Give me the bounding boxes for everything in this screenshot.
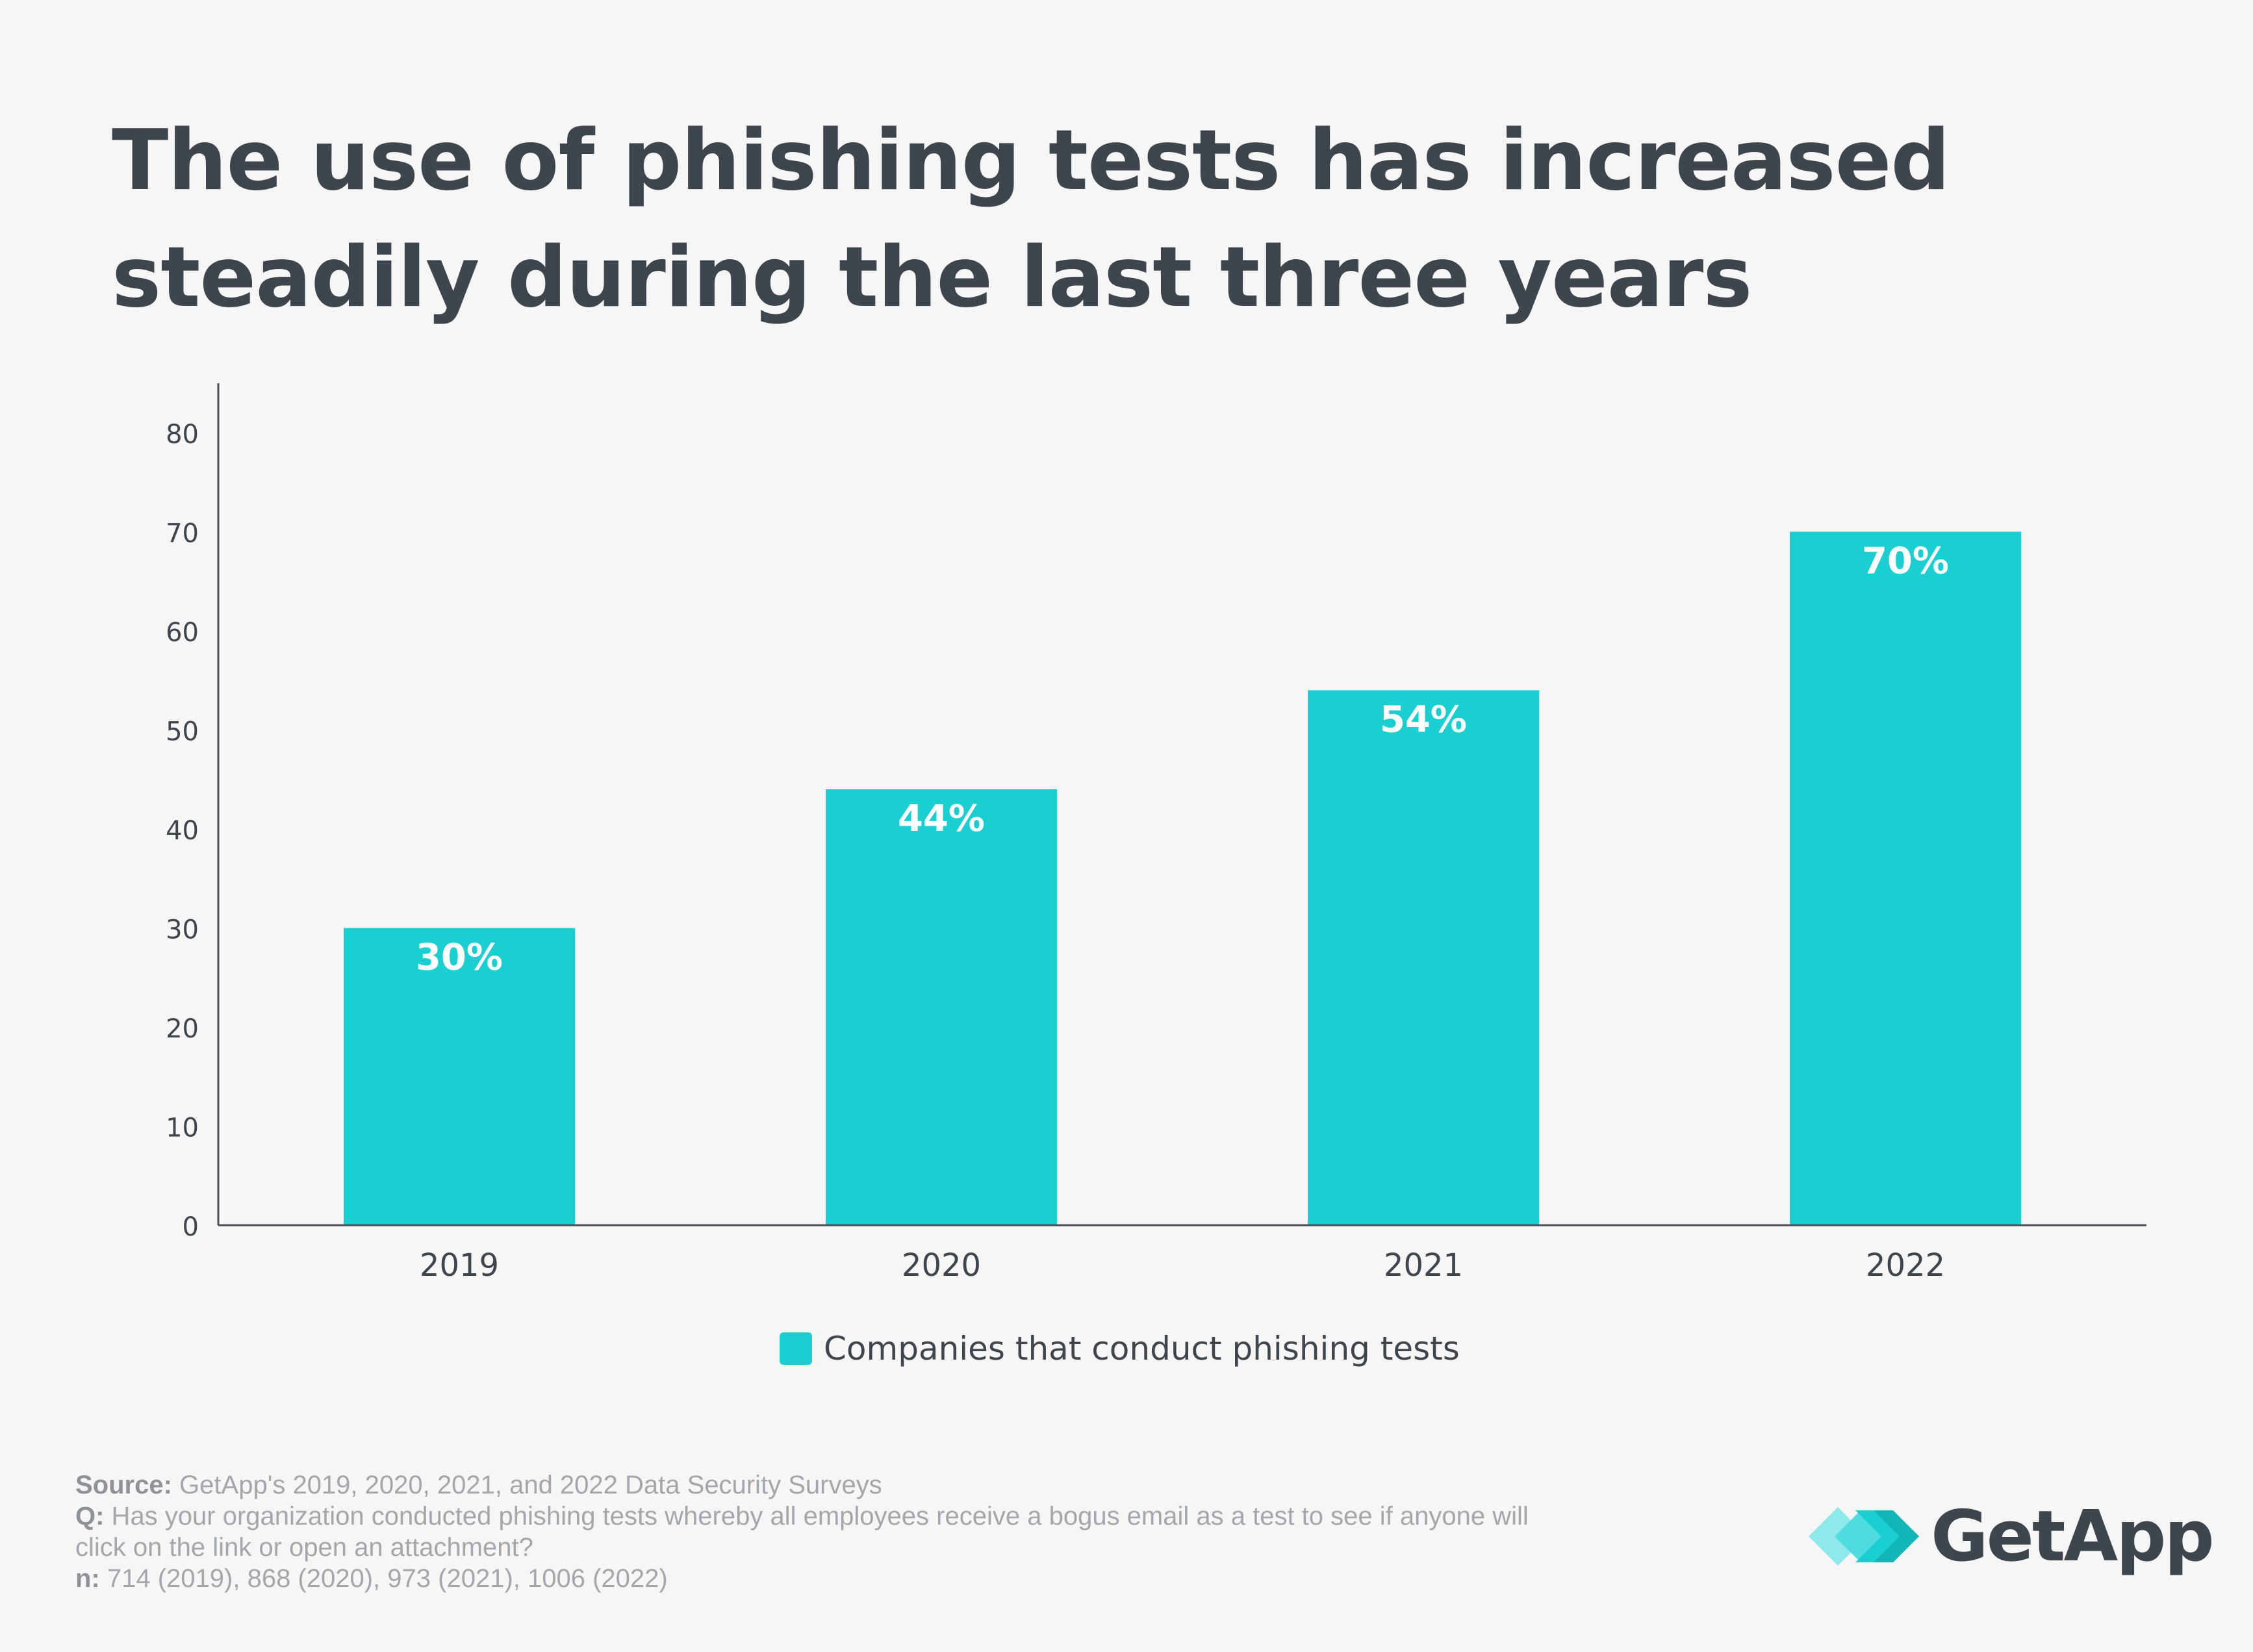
source-text: GetApp's 2019, 2020, 2021, and 2022 Data… xyxy=(172,1471,882,1499)
bar-data-label: 30% xyxy=(416,937,503,979)
chart-title-line-2: steadily during the last three years xyxy=(112,229,1752,326)
bar-2020 xyxy=(826,789,1057,1225)
y-tick-label: 70 xyxy=(166,519,199,549)
y-tick-label: 40 xyxy=(166,816,199,846)
bar-2022 xyxy=(1790,531,2021,1225)
bar-data-label: 70% xyxy=(1862,540,1949,583)
x-tick-label: 2020 xyxy=(902,1247,981,1284)
y-tick-label: 20 xyxy=(166,1014,199,1044)
y-tick-label: 50 xyxy=(166,717,199,747)
source-notes: Source: GetApp's 2019, 2020, 2021, and 2… xyxy=(75,1469,1699,1594)
y-tick-label: 60 xyxy=(166,618,199,648)
getapp-logo: GetApp xyxy=(1809,1494,2215,1579)
chart-title: The use of phishing tests has increased … xyxy=(112,103,2126,337)
sample-size-text: 714 (2019), 868 (2020), 973 (2021), 1006… xyxy=(99,1564,668,1593)
legend: Companies that conduct phishing tests xyxy=(780,1329,1460,1368)
question-text-1: Has your organization conducted phishing… xyxy=(104,1502,1529,1531)
x-tick-label: 2019 xyxy=(420,1247,499,1284)
question-line-2: click on the link or open an attachment? xyxy=(75,1533,533,1562)
sample-size-label: n: xyxy=(75,1564,100,1593)
y-tick-label: 10 xyxy=(166,1113,199,1143)
question-label: Q: xyxy=(75,1502,105,1531)
bar-2019 xyxy=(344,928,575,1225)
x-tick-label: 2021 xyxy=(1384,1247,1463,1284)
x-tick-label: 2022 xyxy=(1866,1247,1945,1284)
legend-swatch xyxy=(780,1332,812,1365)
chart-title-line-1: The use of phishing tests has increased xyxy=(112,112,1950,209)
getapp-logo-text: GetApp xyxy=(1931,1495,2215,1577)
question-line: Q: Has your organization conducted phish… xyxy=(75,1501,1699,1532)
source-label: Source: xyxy=(75,1471,172,1499)
legend-label: Companies that conduct phishing tests xyxy=(824,1330,1460,1367)
y-tick-label: 30 xyxy=(166,915,199,945)
bar-data-label: 44% xyxy=(898,798,985,840)
sample-size-line: n: 714 (2019), 868 (2020), 973 (2021), 1… xyxy=(75,1563,1699,1594)
bar-2021 xyxy=(1308,690,1539,1225)
y-tick-label: 0 xyxy=(183,1212,199,1242)
y-tick-label: 80 xyxy=(166,420,199,450)
bar-data-label: 54% xyxy=(1380,699,1467,741)
getapp-chevron-logo-icon xyxy=(1809,1507,1919,1566)
source-line: Source: GetApp's 2019, 2020, 2021, and 2… xyxy=(75,1469,1699,1501)
